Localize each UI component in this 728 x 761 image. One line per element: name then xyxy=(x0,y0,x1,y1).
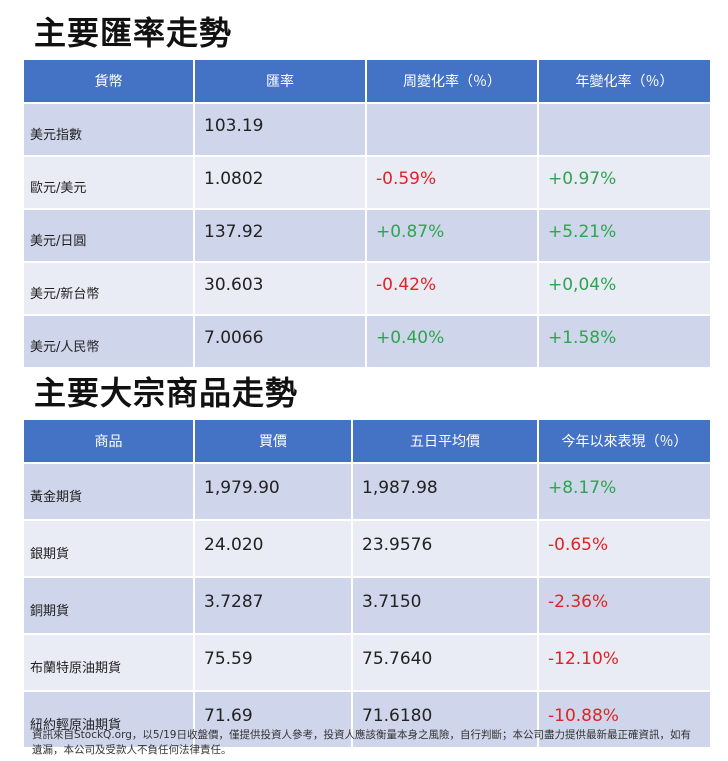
weekly-change xyxy=(366,103,539,157)
commodity-name: 銀期貨 xyxy=(24,520,195,578)
bid-price: 3.7287 xyxy=(194,577,353,635)
yearly-change xyxy=(538,103,710,157)
weekly-change: +0.87% xyxy=(366,209,539,263)
five-day-average: 1,987.98 xyxy=(352,463,539,521)
commodities-section-title: 主要大宗商品走勢 xyxy=(34,374,299,412)
column-header-commodity: 商品 xyxy=(24,420,195,464)
yearly-change: +5.21% xyxy=(538,209,710,263)
exchange-section-title: 主要匯率走勢 xyxy=(34,14,233,52)
yearly-change: +0,04% xyxy=(538,262,710,316)
bid-price: 71.69 xyxy=(194,691,353,749)
rate-value: 30.603 xyxy=(194,262,367,316)
currency-name: 美元/人民幣 xyxy=(24,315,195,369)
commodity-name: 紐約輕原油期貨 xyxy=(24,691,195,749)
table-header-row: 貨幣 匯率 周變化率（％） 年變化率（％） xyxy=(24,60,710,104)
rate-value: 7.0066 xyxy=(194,315,367,369)
bid-price: 75.59 xyxy=(194,634,353,692)
ytd-change: -12.10% xyxy=(538,634,710,692)
ytd-change: -10.88% xyxy=(538,691,710,749)
table-row: 黃金期貨 1,979.90 1,987.98 +8.17% xyxy=(24,463,710,521)
table-row: 歐元/美元 1.0802 -0.59% +0.97% xyxy=(24,156,710,210)
five-day-average: 71.6180 xyxy=(352,691,539,749)
five-day-average: 75.7640 xyxy=(352,634,539,692)
commodities-table: 商品 買價 五日平均價 今年以來表現（％） 黃金期貨 1,979.90 1,98… xyxy=(24,420,710,749)
bid-price: 1,979.90 xyxy=(194,463,353,521)
rate-value: 103.19 xyxy=(194,103,367,157)
table-row: 銅期貨 3.7287 3.7150 -2.36% xyxy=(24,577,710,635)
currency-name: 美元/新台幣 xyxy=(24,262,195,316)
currency-name: 歐元/美元 xyxy=(24,156,195,210)
table-row: 美元/新台幣 30.603 -0.42% +0,04% xyxy=(24,262,710,316)
rate-value: 1.0802 xyxy=(194,156,367,210)
ytd-change: -2.36% xyxy=(538,577,710,635)
commodity-name: 布蘭特原油期貨 xyxy=(24,634,195,692)
rate-value: 137.92 xyxy=(194,209,367,263)
table-row: 美元/日圓 137.92 +0.87% +5.21% xyxy=(24,209,710,263)
bid-price: 24.020 xyxy=(194,520,353,578)
commodity-name: 黃金期貨 xyxy=(24,463,195,521)
column-header-currency: 貨幣 xyxy=(24,60,195,104)
commodity-name: 銅期貨 xyxy=(24,577,195,635)
yearly-change: +0.97% xyxy=(538,156,710,210)
currency-name: 美元指數 xyxy=(24,103,195,157)
column-header-yearly-change: 年變化率（％） xyxy=(538,60,710,104)
weekly-change: -0.59% xyxy=(366,156,539,210)
disclaimer-footnote: 資訊來自StockQ.org，以5/19日收盤價，僅提供投資人參考，投資人應該衡… xyxy=(32,729,691,756)
weekly-change: +0.40% xyxy=(366,315,539,369)
five-day-average: 23.9576 xyxy=(352,520,539,578)
currency-name: 美元/日圓 xyxy=(24,209,195,263)
column-header-bid-price: 買價 xyxy=(194,420,353,464)
table-header-row: 商品 買價 五日平均價 今年以來表現（％） xyxy=(24,420,710,464)
table-row: 紐約輕原油期貨 71.69 71.6180 -10.88% xyxy=(24,691,710,749)
column-header-rate: 匯率 xyxy=(194,60,367,104)
table-row: 銀期貨 24.020 23.9576 -0.65% xyxy=(24,520,710,578)
table-row: 布蘭特原油期貨 75.59 75.7640 -12.10% xyxy=(24,634,710,692)
column-header-weekly-change: 周變化率（％） xyxy=(366,60,539,104)
ytd-change: -0.65% xyxy=(538,520,710,578)
weekly-change: -0.42% xyxy=(366,262,539,316)
yearly-change: +1.58% xyxy=(538,315,710,369)
exchange-rate-table: 貨幣 匯率 周變化率（％） 年變化率（％） 美元指數 103.19 歐元/美元 … xyxy=(24,60,710,369)
column-header-five-day-average: 五日平均價 xyxy=(352,420,539,464)
ytd-change: +8.17% xyxy=(538,463,710,521)
table-row: 美元指數 103.19 xyxy=(24,103,710,157)
table-row: 美元/人民幣 7.0066 +0.40% +1.58% xyxy=(24,315,710,369)
column-header-ytd-performance: 今年以來表現（％） xyxy=(538,420,710,464)
five-day-average: 3.7150 xyxy=(352,577,539,635)
